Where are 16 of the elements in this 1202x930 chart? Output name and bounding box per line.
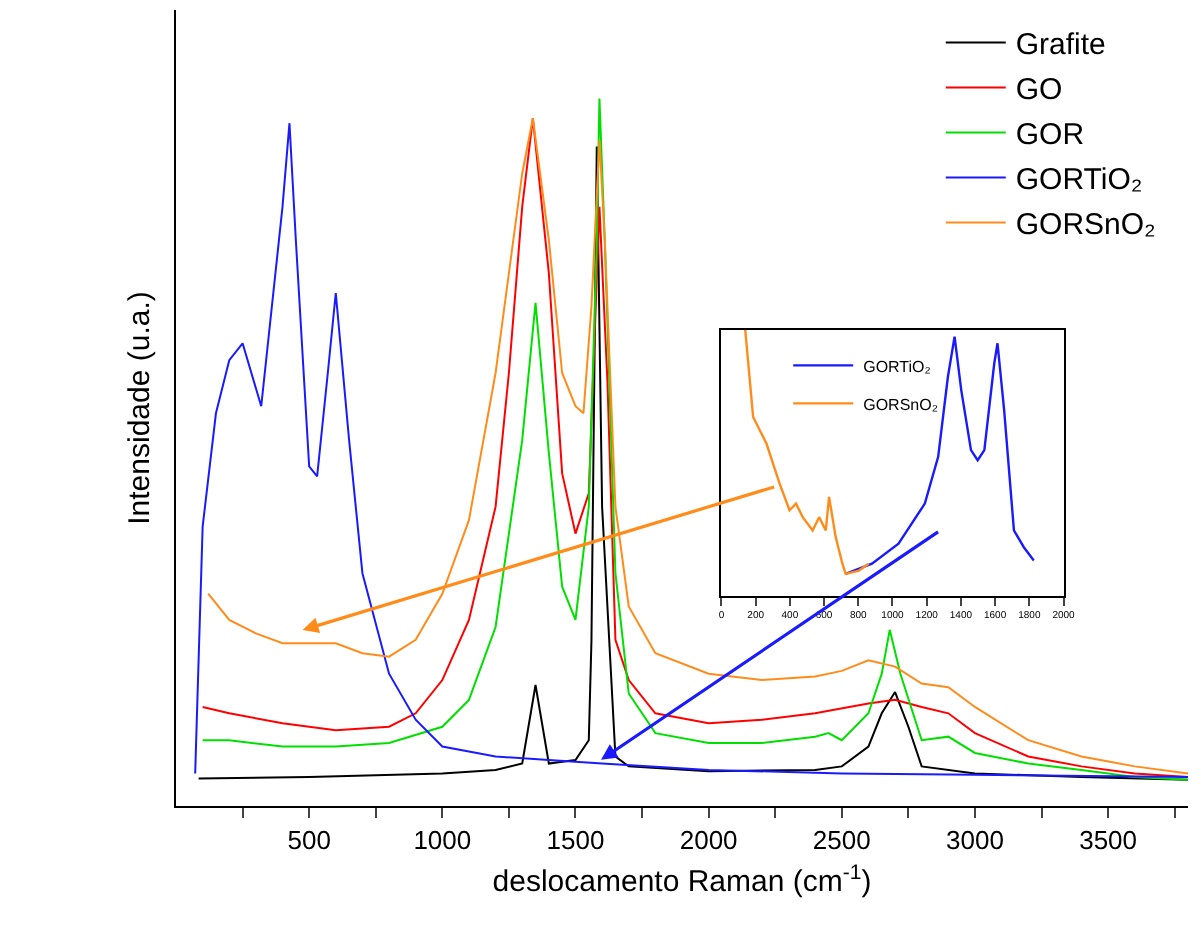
legend-label: GORSnO₂ (1015, 208, 1157, 243)
x-tick-label: 3500 (1079, 825, 1138, 856)
legend-label: Grafite (1015, 28, 1106, 63)
x-tick-label: 1000 (413, 825, 472, 856)
x-tick-label: 2000 (679, 825, 738, 856)
x-tick-label: 2500 (812, 825, 871, 856)
x-tick-label: 3000 (946, 825, 1004, 856)
legend-label: GO (1015, 73, 1063, 108)
x-axis-title: deslocamento Raman (cm$^{-1}$) (492, 860, 872, 900)
y-axis-title: Intensidade (u.a.) (122, 291, 157, 525)
legend-label: GORTiO₂ (1015, 163, 1143, 198)
legend-label: GORTiO₂ (863, 357, 931, 376)
legend-label: GORSnO₂ (863, 395, 938, 414)
x-tick-label: 1500 (546, 825, 605, 856)
legend-label: GOR (1015, 118, 1085, 153)
x-tick-label: 500 (287, 825, 331, 856)
